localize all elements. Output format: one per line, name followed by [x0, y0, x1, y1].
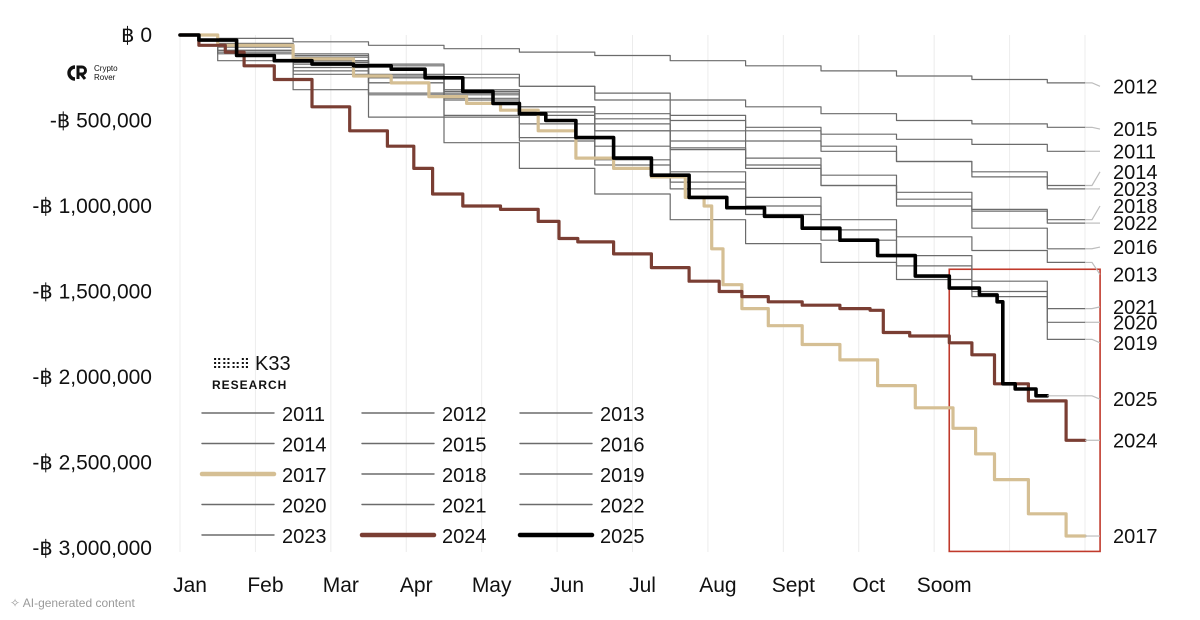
end-label-2024: 2024 — [1113, 430, 1158, 452]
end-connector-2013 — [1085, 261, 1101, 275]
end-label-2013: 2013 — [1113, 264, 1158, 286]
end-label-2012: 2012 — [1113, 76, 1158, 98]
end-label-2018: 2018 — [1113, 196, 1158, 218]
end-label-2011: 2011 — [1113, 141, 1156, 163]
x-tick-label-jul: Jul — [629, 574, 656, 597]
end-label-2022: 2022 — [1113, 213, 1158, 235]
end-label-2016: 2016 — [1113, 237, 1158, 259]
crypto-rover-wordmark: Crypto Rover — [94, 64, 118, 82]
y-tick-label: -฿ 3,000,000 — [32, 537, 152, 560]
series-line-2024 — [178, 33, 1087, 442]
legend-label-2024: 2024 — [442, 526, 487, 548]
y-tick-label: -฿ 2,000,000 — [32, 366, 152, 389]
end-connector-2012 — [1085, 82, 1101, 87]
y-tick-label: -฿ 2,500,000 — [32, 452, 152, 475]
legend-label-2020: 2020 — [282, 496, 327, 518]
ai-generated-note: ✧ AI-generated content — [10, 596, 135, 610]
x-tick-label-apr: Apr — [400, 574, 433, 597]
series-line-2022 — [179, 34, 1086, 224]
series-line-2015 — [179, 34, 1086, 128]
legend-label-2015: 2015 — [442, 435, 487, 457]
series-line-2023 — [179, 34, 1086, 190]
k33-research-logo: ⠿⠿⠶⠿ K33 RESEARCH — [212, 353, 291, 392]
x-tick-label-jan: Jan — [173, 574, 207, 597]
legend-label-2021: 2021 — [442, 496, 487, 518]
brand-line-1: Crypto — [94, 64, 118, 73]
highlight-box — [948, 268, 1101, 553]
series-line-2012 — [179, 34, 1086, 84]
end-label-2021: 2021 — [1113, 297, 1158, 319]
y-tick-label: -฿ 500,000 — [50, 110, 152, 133]
series-line-2020 — [179, 34, 1086, 323]
legend-label-2019: 2019 — [600, 465, 645, 487]
chart-series — [178, 33, 1087, 538]
legend-label-2025: 2025 — [600, 526, 645, 548]
legend-label-2018: 2018 — [442, 465, 487, 487]
legend: 2011 2012 2013 2014 2015 2016 2017 2018 2019 2020… — [199, 404, 645, 548]
end-label-connectors — [1047, 82, 1101, 537]
end-label-2017: 2017 — [1113, 526, 1158, 548]
end-connector-2025 — [1047, 395, 1101, 400]
x-axis-labels: Jan Feb Mar Apr May Jun Jul Aug Sept Oct Soom — [173, 574, 972, 597]
x-tick-label-soom: Soom — [917, 574, 972, 597]
y-tick-label: -฿ 1,500,000 — [32, 281, 152, 304]
k33-dots-icon: ⠿⠿⠶⠿ — [212, 356, 250, 372]
brand-line-2: Rover — [94, 73, 116, 82]
legend-label-2022: 2022 — [600, 496, 645, 518]
legend-label-2012: 2012 — [442, 404, 487, 426]
y-tick-label: ฿ 0 — [121, 24, 152, 47]
end-connector-2016 — [1085, 246, 1101, 250]
crypto-rover-logo-icon — [66, 64, 88, 82]
sparkle-icon: ✧ — [10, 596, 23, 610]
legend-label-2017: 2017 — [282, 465, 327, 487]
x-tick-label-sept: Sept — [772, 574, 815, 597]
highlight-box-layer — [948, 268, 1101, 553]
y-tick-label: -฿ 1,000,000 — [32, 195, 152, 218]
x-tick-label-may: May — [472, 574, 512, 597]
legend-label-2011: 2011 — [282, 404, 325, 426]
legend-label-2013: 2013 — [600, 404, 645, 426]
x-tick-label-jun: Jun — [550, 574, 584, 597]
x-tick-label-aug: Aug — [699, 574, 736, 597]
series-line-2017 — [178, 33, 1087, 538]
k33-name: K33 — [255, 353, 291, 375]
k33-subtitle: RESEARCH — [212, 378, 288, 392]
legend-label-2016: 2016 — [600, 435, 645, 457]
x-tick-label-oct: Oct — [852, 574, 885, 597]
legend-label-2023: 2023 — [282, 526, 327, 548]
ai-generated-text: AI-generated content — [22, 596, 135, 610]
end-connector-2021 — [1085, 306, 1101, 310]
end-connector-2018 — [1085, 205, 1101, 221]
end-label-2020: 2020 — [1113, 312, 1158, 334]
crypto-rover-logo: Crypto Rover — [66, 64, 118, 82]
y-axis-labels: ฿ 0 -฿ 500,000 -฿ 1,000,000 -฿ 1,500,000 -฿ … — [32, 24, 152, 560]
series-line-2018 — [179, 34, 1086, 221]
end-label-2023: 2023 — [1113, 179, 1158, 201]
end-label-2019: 2019 — [1113, 333, 1158, 355]
end-label-2014: 2014 — [1113, 162, 1158, 184]
x-tick-label-mar: Mar — [323, 574, 359, 597]
end-label-2015: 2015 — [1113, 119, 1158, 141]
series-line-2025 — [178, 33, 1050, 398]
legend-label-2014: 2014 — [282, 435, 327, 457]
end-label-2025: 2025 — [1113, 389, 1158, 411]
series-line-2019 — [179, 34, 1086, 340]
end-connector-2014 — [1085, 171, 1101, 187]
end-connector-2019 — [1085, 338, 1101, 344]
end-connector-2015 — [1085, 126, 1101, 130]
x-tick-label-feb: Feb — [247, 574, 283, 597]
